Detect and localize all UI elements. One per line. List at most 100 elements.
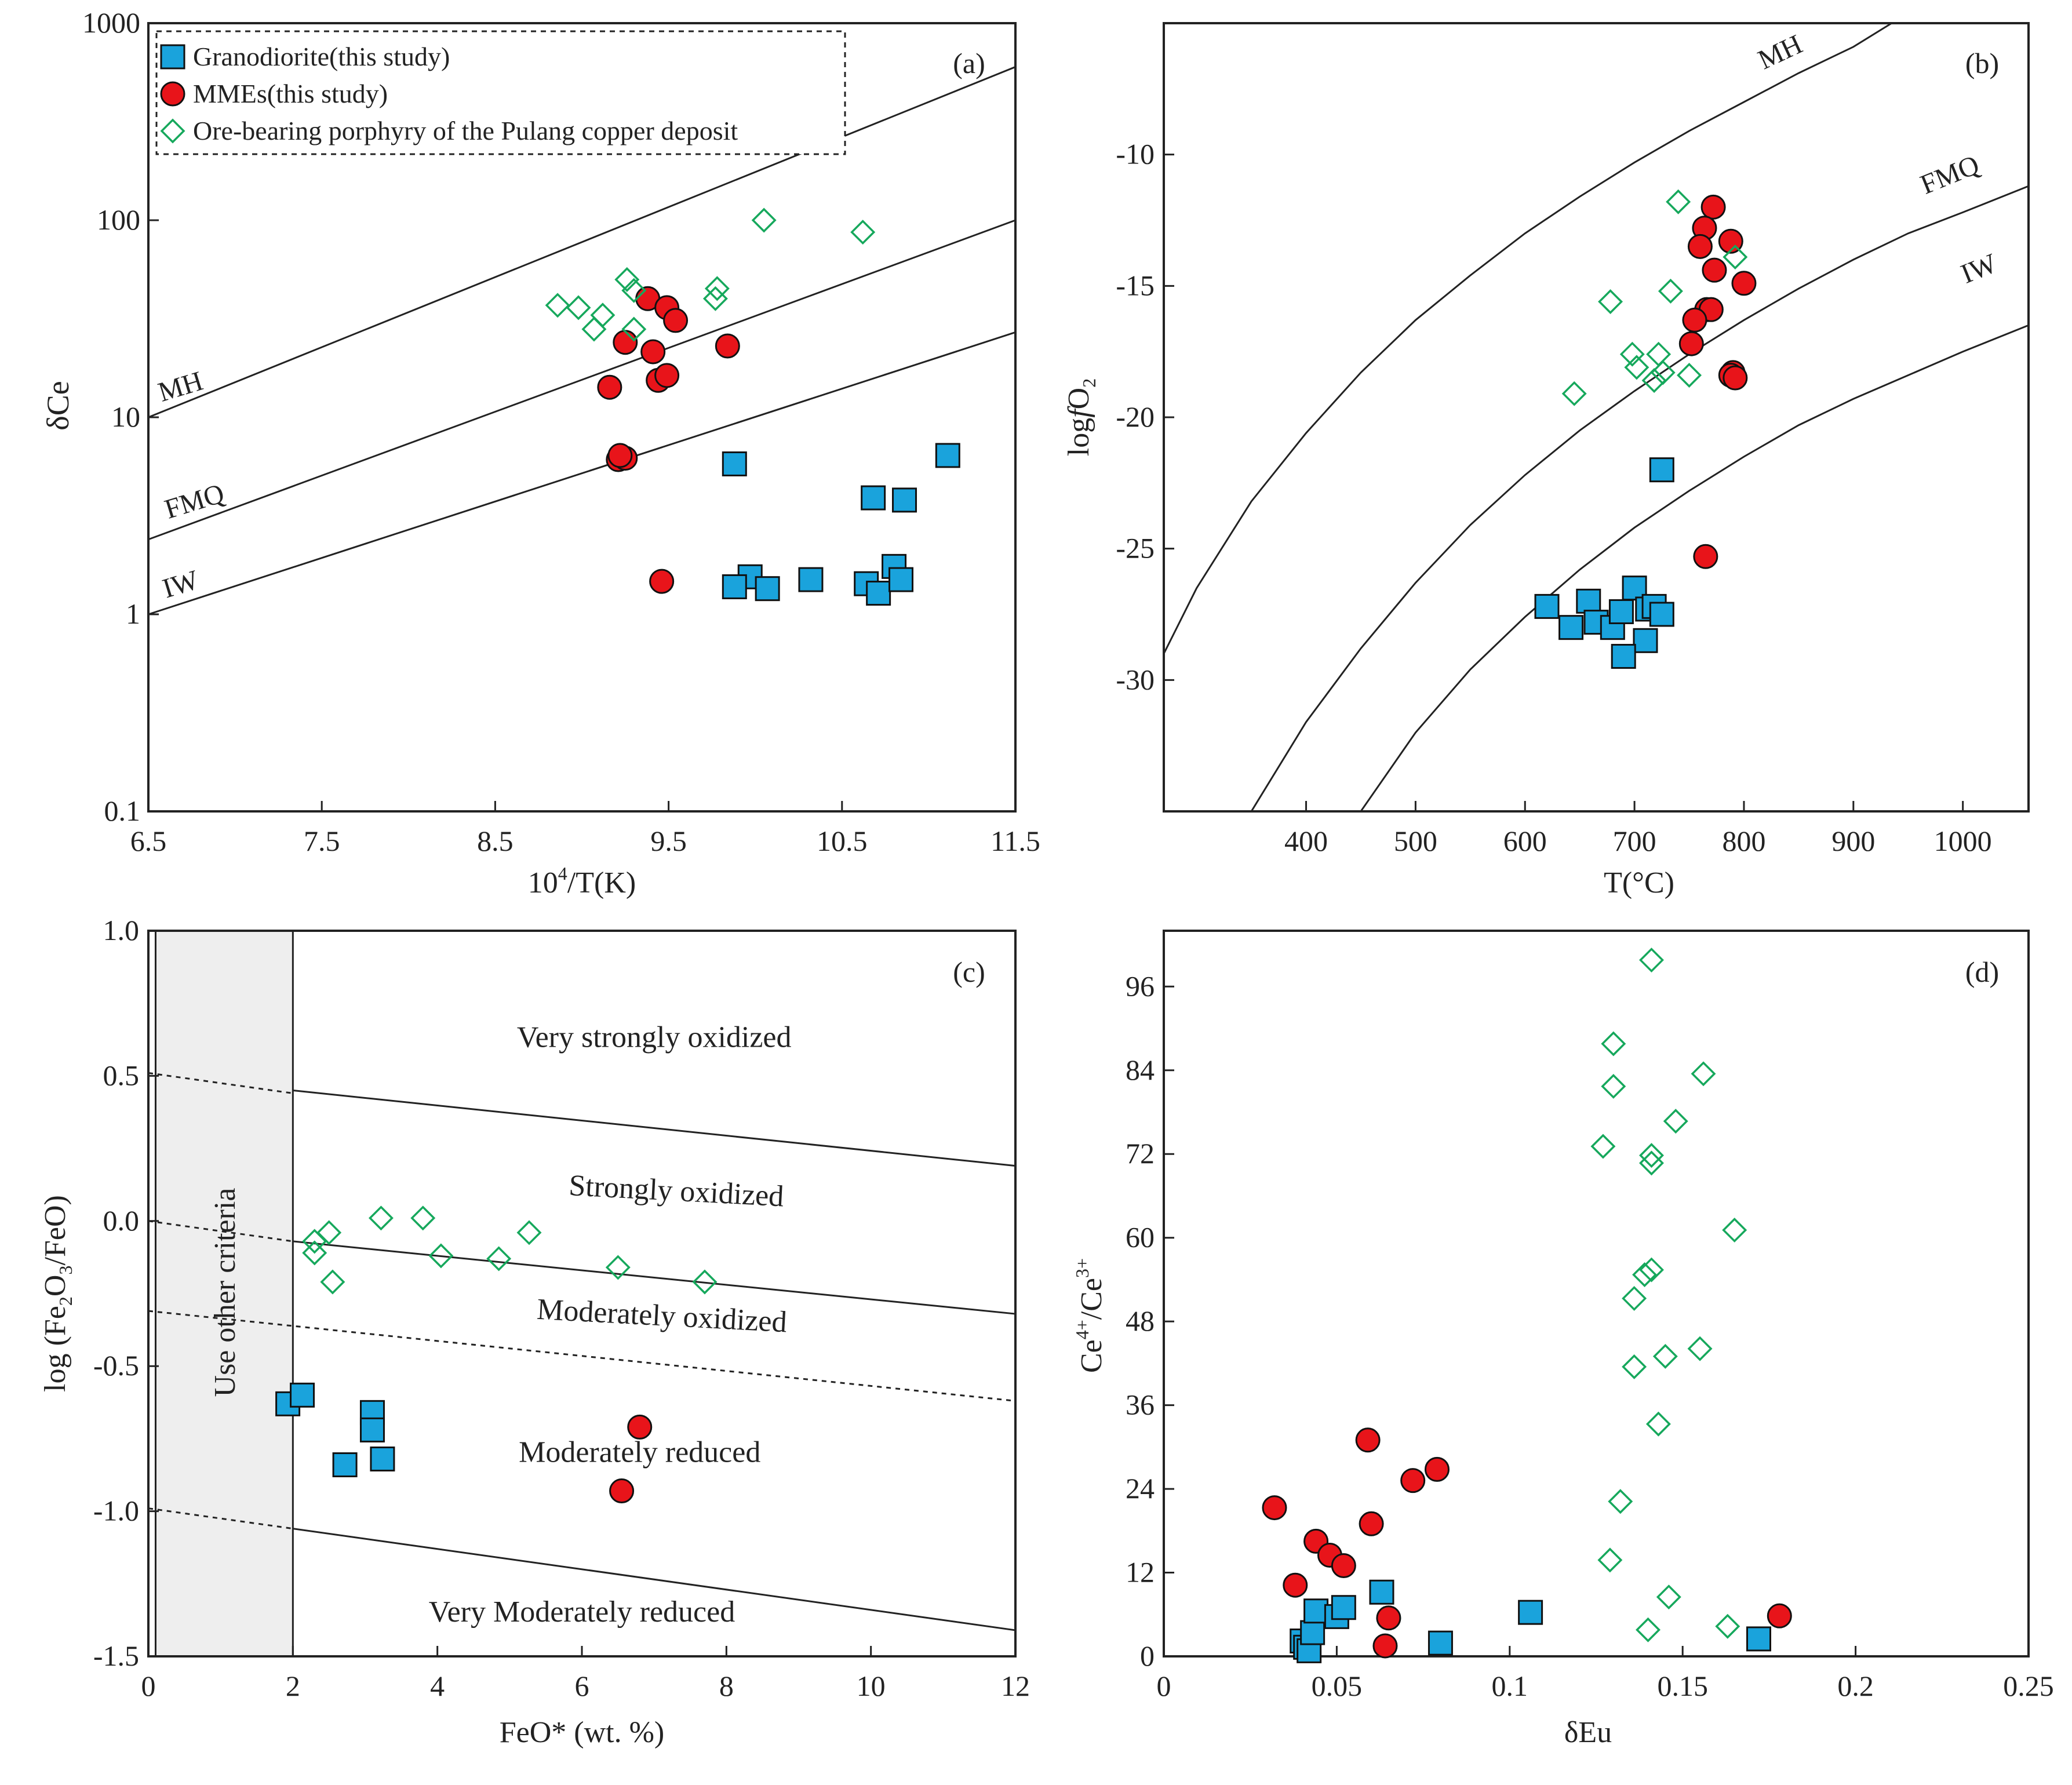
mme-point-3 bbox=[663, 308, 689, 333]
x-tick-label: 0.2 bbox=[1837, 1670, 1874, 1702]
porphyry-point-14 bbox=[1687, 1336, 1713, 1361]
series-mme bbox=[609, 1414, 653, 1504]
x-tick-label: 10.5 bbox=[817, 825, 868, 857]
porphyry-point-5 bbox=[614, 267, 640, 292]
x-axis-label: FeO* (wt. %) bbox=[500, 1716, 665, 1749]
zone-label-4: Moderately reduced bbox=[519, 1436, 760, 1469]
zone-label-5: Very Moderately reduced bbox=[429, 1595, 735, 1629]
granodiorite-point-8 bbox=[1369, 1579, 1394, 1605]
y-tick-label: 1.0 bbox=[103, 914, 140, 946]
x-tick-label: 0.05 bbox=[1312, 1670, 1363, 1702]
porphyry-point-4 bbox=[566, 295, 591, 320]
zone-boundary-dashed bbox=[148, 1220, 293, 1243]
granodiorite-point-4 bbox=[935, 443, 960, 468]
y-tick-label: 0.0 bbox=[103, 1204, 140, 1237]
zone-boundary-dashed bbox=[148, 1072, 293, 1094]
granodiorite-point-11 bbox=[1649, 602, 1674, 627]
mme-point-2 bbox=[609, 1478, 635, 1504]
buffer-curves bbox=[1164, 23, 2029, 811]
porphyry-point-7 bbox=[428, 1243, 454, 1269]
porphyry-point-5 bbox=[368, 1205, 394, 1231]
porphyry-point-2 bbox=[1601, 1031, 1626, 1057]
shaded-region bbox=[154, 930, 294, 1658]
mme-point-7 bbox=[597, 374, 622, 400]
mme-point-2 bbox=[1283, 1572, 1308, 1598]
mme-point-4 bbox=[1687, 234, 1713, 259]
porphyry-point-6 bbox=[621, 278, 647, 303]
porphyry-point-9 bbox=[621, 316, 647, 342]
x-tick-label: 10 bbox=[857, 1670, 886, 1702]
y-tick-label: 0.5 bbox=[103, 1059, 140, 1091]
porphyry-point-11 bbox=[702, 286, 728, 311]
porphyry-point-7 bbox=[1639, 1143, 1664, 1168]
zone-boundary-dashed bbox=[148, 1310, 1016, 1402]
porphyry-point-8 bbox=[486, 1246, 512, 1272]
x-tick-label: 8.5 bbox=[477, 825, 514, 857]
granodiorite-point-11 bbox=[1746, 1626, 1771, 1652]
y-tick-label: -1.0 bbox=[93, 1495, 139, 1527]
y-tick-label: -20 bbox=[1116, 400, 1155, 433]
zone-boundary bbox=[293, 1240, 1016, 1315]
mme-point-5 bbox=[640, 339, 666, 365]
porphyry-point-7 bbox=[1624, 355, 1649, 380]
granodiorite-point-9 bbox=[1428, 1630, 1453, 1656]
y-tick-label: 1000 bbox=[82, 6, 140, 39]
porphyry-point-21 bbox=[1715, 1613, 1740, 1639]
x-tick-label: 700 bbox=[1613, 825, 1656, 857]
zone-boundary bbox=[293, 1089, 1016, 1167]
granodiorite-point-4 bbox=[1300, 1620, 1326, 1645]
y-axis-label: δCe bbox=[41, 381, 75, 430]
porphyry-point-15 bbox=[1622, 1354, 1647, 1379]
mme-point-7 bbox=[1359, 1511, 1384, 1536]
y-tick-label: -15 bbox=[1116, 269, 1155, 301]
y-axis-label: log (Fe2O3/FeO) bbox=[39, 1195, 76, 1392]
legend-marker-mme bbox=[160, 81, 185, 107]
granodiorite-point-2 bbox=[1534, 593, 1560, 619]
y-tick-label: 48 bbox=[1126, 1305, 1155, 1337]
buffer-line-fmq bbox=[148, 219, 1016, 541]
mme-point-1 bbox=[1262, 1495, 1287, 1521]
y-tick-label: 12 bbox=[1126, 1556, 1155, 1589]
x-tick-label: 0.25 bbox=[2003, 1670, 2054, 1702]
porphyry-point-11 bbox=[1561, 381, 1587, 406]
granodiorite-point-2 bbox=[861, 485, 886, 511]
porphyry-point-5 bbox=[1619, 341, 1645, 367]
y-tick-label: 84 bbox=[1126, 1054, 1155, 1086]
granodiorite-point-12 bbox=[888, 567, 914, 592]
y-tick-label: -0.5 bbox=[93, 1349, 139, 1382]
porphyry-point-9 bbox=[516, 1220, 542, 1245]
porphyry-point-20 bbox=[1636, 1617, 1660, 1642]
mme-point-12 bbox=[607, 443, 633, 468]
porphyry-point-5 bbox=[1663, 1109, 1688, 1134]
porphyry-point-1 bbox=[751, 207, 777, 233]
granodiorite-point-5 bbox=[332, 1452, 358, 1477]
x-tick-label: 7.5 bbox=[304, 825, 340, 857]
panel-b: 400 500 600 700 800 900 1000-10-15-20-25-30MHF… bbox=[1062, 22, 2030, 899]
x-tick-label: 400 bbox=[1284, 825, 1328, 857]
y-tick-label: 0.1 bbox=[104, 795, 141, 827]
x-tick-label: 6.5 bbox=[130, 825, 167, 857]
y-tick-label: 72 bbox=[1126, 1137, 1155, 1170]
buffer-line-mh bbox=[148, 66, 1016, 418]
x-tick-label: 0 bbox=[1157, 1670, 1171, 1702]
granodiorite-point-1 bbox=[1649, 457, 1674, 483]
porphyry-point-12 bbox=[1622, 1285, 1647, 1311]
porphyry-point-4 bbox=[1601, 1073, 1626, 1099]
panel-label: (d) bbox=[1965, 956, 1999, 988]
buffer-line-iw bbox=[148, 331, 1016, 615]
porphyry-point-16 bbox=[1645, 1411, 1671, 1437]
y-tick-label: 100 bbox=[97, 203, 140, 236]
x-tick-label: 6 bbox=[575, 1670, 589, 1702]
panel-a: 6.5 7.5 8.5 9.5 10.5 11.50.11101001000MHFMQIW… bbox=[41, 6, 1040, 899]
porphyry-point-9 bbox=[1722, 1217, 1747, 1243]
zone-boundary-dashed bbox=[148, 1507, 293, 1530]
granodiorite-point-10 bbox=[1518, 1600, 1543, 1625]
porphyry-point-11 bbox=[692, 1269, 718, 1295]
series-porphyry bbox=[302, 1205, 718, 1295]
granodiorite-point-6 bbox=[370, 1446, 395, 1471]
porphyry-point-13 bbox=[1652, 1343, 1678, 1369]
x-tick-label: 8 bbox=[719, 1670, 734, 1702]
x-axis-label: T(°C) bbox=[1604, 866, 1674, 899]
porphyry-point-1 bbox=[1639, 948, 1664, 973]
y-tick-label: -1.5 bbox=[93, 1640, 139, 1672]
